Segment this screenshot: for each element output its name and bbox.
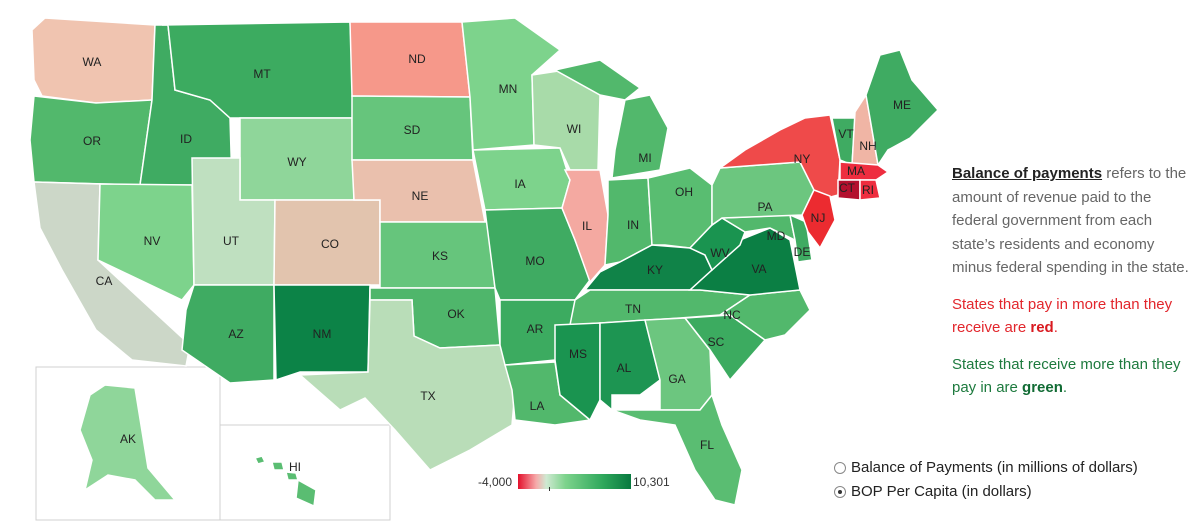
label-pa: PA	[757, 200, 772, 214]
label-mo: MO	[525, 254, 544, 268]
label-la: LA	[530, 399, 545, 413]
state-nv[interactable]	[97, 183, 195, 301]
label-ms: MS	[569, 347, 587, 361]
label-sd: SD	[404, 123, 421, 137]
green-period: .	[1062, 379, 1068, 396]
label-hi: HI	[289, 460, 301, 474]
label-az: AZ	[228, 327, 243, 341]
label-ga: GA	[668, 372, 685, 386]
label-ia: IA	[514, 177, 525, 191]
state-ak[interactable]	[79, 384, 177, 501]
state-mi[interactable]	[552, 59, 669, 179]
hawaii-inset-frame	[219, 424, 391, 521]
label-co: CO	[321, 237, 339, 251]
color-scale-bar	[518, 474, 631, 489]
radio-circle-icon[interactable]	[834, 485, 846, 498]
state-ri[interactable]	[859, 179, 881, 201]
green-word: green	[1022, 379, 1063, 396]
label-nd: ND	[408, 52, 426, 66]
red-period: .	[1053, 319, 1058, 336]
label-ky: KY	[647, 263, 663, 277]
state-me[interactable]	[865, 49, 940, 167]
measure-option-label: BOP Per Capita (in dollars)	[851, 483, 1032, 500]
red-states-note: States that pay in more than they receiv…	[952, 293, 1192, 340]
scale-max-label: 10,301	[633, 475, 670, 489]
label-ar: AR	[527, 322, 544, 336]
radio-circle-icon[interactable]	[834, 461, 846, 474]
label-tx: TX	[420, 389, 435, 403]
label-nm: NM	[313, 327, 332, 341]
label-oh: OH	[675, 185, 693, 199]
label-nv: NV	[144, 234, 161, 248]
label-in: IN	[627, 218, 639, 232]
label-tn: TN	[625, 302, 641, 316]
label-id: ID	[180, 132, 192, 146]
label-il: IL	[582, 219, 592, 233]
label-wa: WA	[83, 55, 102, 69]
label-mt: MT	[253, 67, 271, 81]
label-ny: NY	[794, 152, 811, 166]
green-states-text: States that receive more than they pay i…	[952, 355, 1181, 397]
label-mi: MI	[638, 151, 651, 165]
state-fl[interactable]	[611, 393, 743, 506]
scale-min-label: -4,000	[478, 475, 513, 489]
label-vt: VT	[838, 127, 854, 141]
label-va: VA	[751, 262, 766, 276]
label-mn: MN	[499, 82, 518, 96]
label-al: AL	[617, 361, 632, 375]
state-il[interactable]	[561, 169, 609, 284]
label-ok: OK	[447, 307, 464, 321]
label-wv: WV	[710, 246, 729, 260]
label-wi: WI	[567, 122, 582, 136]
label-nj: NJ	[811, 211, 826, 225]
bop-term: Balance of payments	[952, 165, 1103, 182]
label-ne: NE	[412, 189, 429, 203]
label-wy: WY	[287, 155, 306, 169]
measure-option-per-capita[interactable]: BOP Per Capita (in dollars)	[834, 483, 1032, 500]
label-ct: CT	[839, 181, 856, 195]
label-md: MD	[767, 229, 786, 243]
label-or: OR	[83, 134, 101, 148]
legend-panel: Balance of payments refers to the amount…	[952, 162, 1192, 413]
state-nm[interactable]	[273, 284, 371, 382]
red-states-text: States that pay in more than they receiv…	[952, 295, 1173, 337]
label-ks: KS	[432, 249, 448, 263]
state-tx[interactable]	[298, 299, 516, 471]
state-ma[interactable]	[839, 161, 890, 181]
us-choropleth-map: WA OR CA ID NV MT WY UT AZ CO NM ND SD N…	[29, 17, 940, 521]
label-ak: AK	[120, 432, 136, 446]
green-states-note: States that receive more than they pay i…	[952, 353, 1192, 400]
color-scale-zero-tick	[549, 487, 550, 491]
label-ca: CA	[96, 274, 113, 288]
label-nc: NC	[723, 308, 741, 322]
label-me: ME	[893, 98, 911, 112]
label-de: DE	[794, 245, 811, 259]
label-fl: FL	[700, 438, 714, 452]
label-sc: SC	[708, 335, 725, 349]
label-ma: MA	[847, 164, 865, 178]
state-nj[interactable]	[801, 189, 836, 250]
bop-definition: Balance of payments refers to the amount…	[952, 162, 1192, 280]
state-pa[interactable]	[711, 161, 815, 227]
label-ri: RI	[862, 183, 874, 197]
state-hi[interactable]	[253, 455, 317, 508]
red-word: red	[1030, 319, 1054, 336]
label-ut: UT	[223, 234, 240, 248]
bop-definition-text: refers to the amount of revenue paid to …	[952, 165, 1189, 276]
measure-option-label: Balance of Payments (in millions of doll…	[851, 459, 1138, 476]
measure-option-total[interactable]: Balance of Payments (in millions of doll…	[834, 459, 1138, 476]
label-nh: NH	[859, 139, 876, 153]
